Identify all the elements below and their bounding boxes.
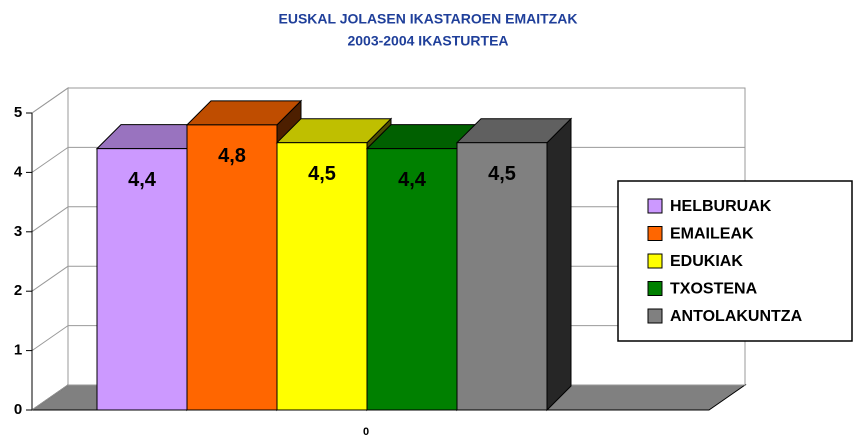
bar: [456, 142, 548, 411]
legend-swatch: [647, 308, 663, 324]
legend-swatch: [647, 226, 663, 241]
y-tick-label: 3: [14, 223, 22, 240]
chart-title: EUSKAL JOLASEN IKASTAROEN EMAITZAK: [279, 11, 578, 27]
legend-swatch: [647, 281, 663, 296]
chart-subtitle: 2003-2004 IKASTURTEA: [347, 33, 508, 49]
value-label: 4,8: [218, 145, 246, 167]
legend-label: TXOSTENA: [670, 281, 758, 298]
y-tick-label: 1: [14, 342, 22, 359]
side-wall: [31, 87, 69, 411]
legend-label: EMAILEAK: [670, 226, 754, 243]
y-tick-label: 5: [14, 104, 22, 121]
value-label: 4,4: [398, 169, 427, 191]
grid-line: [31, 87, 69, 114]
value-label: 4,4: [128, 169, 157, 191]
y-tick-label: 0: [14, 401, 22, 418]
value-label: 4,5: [488, 163, 516, 185]
y-tick-label: 4: [14, 163, 23, 180]
legend-swatch: [647, 253, 663, 269]
bar: [186, 124, 278, 411]
bar: [366, 148, 458, 411]
legend-label: HELBURUAK: [670, 198, 772, 215]
bar: [96, 148, 188, 411]
x-tick-label: 0: [363, 426, 369, 436]
grid-line: [31, 146, 69, 173]
legend-label: EDUKIAK: [670, 253, 743, 270]
y-tick-label: 2: [14, 282, 22, 299]
grid-line: [31, 325, 69, 352]
grid-line: [31, 265, 69, 292]
legend-label: ANTOLAKUNTZA: [670, 308, 803, 325]
grid-line: [31, 206, 69, 233]
value-label: 4,5: [308, 163, 336, 185]
grid-line: [31, 384, 69, 411]
bar: [276, 142, 368, 411]
bar-side: [546, 117, 572, 412]
legend-swatch: [647, 198, 663, 214]
